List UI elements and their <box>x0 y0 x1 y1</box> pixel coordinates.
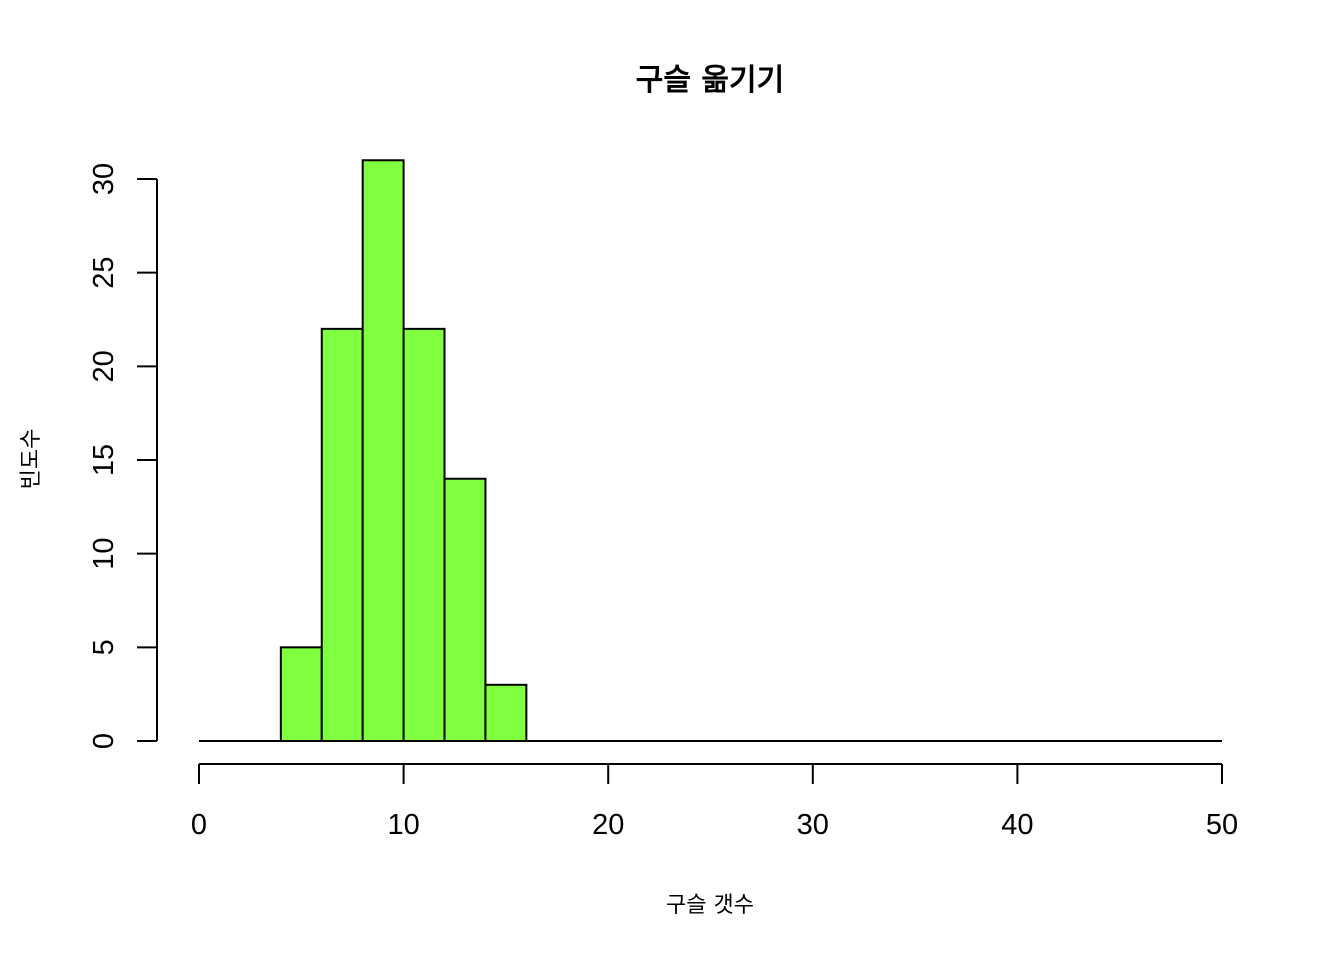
x-axis: 0 10 20 30 40 50 <box>191 763 1238 841</box>
x-tick-label: 10 <box>387 809 419 841</box>
x-axis-label: 구슬 갯수 <box>666 893 754 918</box>
x-tick-label: 30 <box>797 809 829 841</box>
histogram-bar <box>279 646 323 742</box>
y-tick-label: 20 <box>88 350 120 382</box>
histogram-bar <box>484 683 528 742</box>
x-tick-label: 50 <box>1206 809 1238 841</box>
histogram-bar <box>320 327 364 742</box>
y-tick-label: 0 <box>88 733 120 749</box>
chart-title: 구슬 옮기기 <box>636 63 784 98</box>
histogram-bar <box>402 327 446 742</box>
y-tick-label: 15 <box>88 444 120 476</box>
y-tick-label: 30 <box>88 163 120 195</box>
x-tick-label: 20 <box>592 809 624 841</box>
x-tick-label: 0 <box>191 809 207 841</box>
y-tick-label: 10 <box>88 538 120 570</box>
y-axis: 0 5 10 15 20 25 30 <box>88 163 158 749</box>
y-axis-label: 빈도수 <box>19 429 44 490</box>
histogram-bar <box>361 159 405 742</box>
x-tick-label: 40 <box>1001 809 1033 841</box>
histogram-bar <box>443 477 487 742</box>
bars-group <box>279 159 528 742</box>
y-tick-label: 25 <box>88 257 120 289</box>
y-tick-label: 5 <box>88 639 120 655</box>
